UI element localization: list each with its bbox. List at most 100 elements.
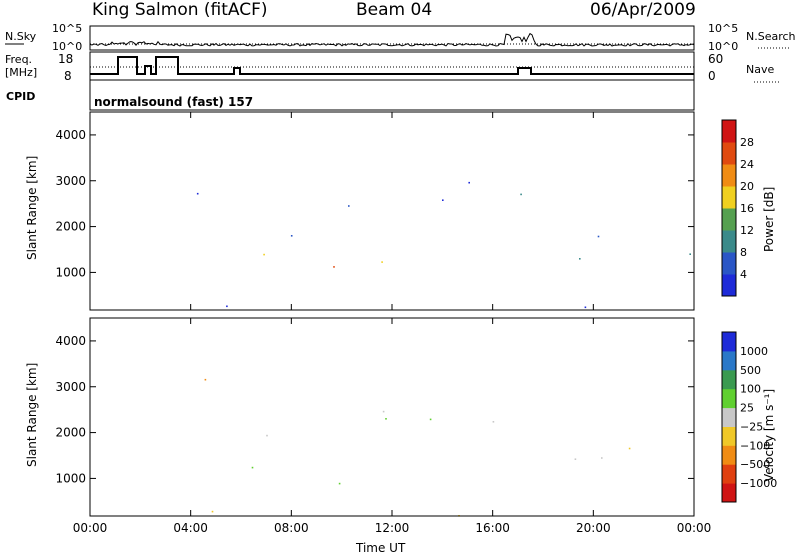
power-colorbar-tick: 12 [740,224,754,237]
velocity-ytick-label: 1000 [55,471,86,485]
freq-tick-top: 18 [58,52,73,66]
velocity-colorbar-tick: 1000 [740,345,768,358]
power-colorbar-label: Power [dB] [762,187,776,252]
power-colorbar-tick: 28 [740,136,754,149]
nave-tick-top: 60 [708,52,723,66]
velocity-ytick-label: 4000 [55,334,86,348]
velocity-xtick-label: 12:00 [375,521,410,535]
cpid-label: CPID [6,90,35,103]
velocity-colorbar-segment [722,369,736,390]
power-cell [381,261,383,263]
cpid-frame [89,79,695,111]
date-title: 06/Apr/2009 [590,0,696,20]
power-colorbar-frame [721,119,737,297]
nsky-strip: N.Sky 10^5 10^0 10^5 10^0 N.Search [5,22,796,53]
velocity-panel: 1000 2000 3000 4000 00:00 04:00 08:00 12:00 16:… [25,317,777,554]
power-colorbar-tick: 4 [740,268,747,281]
velocity-colorbar-tick: −25 [740,420,763,433]
velocity-colorbar-segment [722,426,736,446]
power-colorbar-segment [722,252,736,275]
power-cell [263,253,265,256]
velocity-xtick-label: 08:00 [274,521,309,535]
power-colorbar-segment [722,186,736,209]
time-axis-label: Time UT [355,541,406,554]
power-yticks: 1000 2000 3000 4000 [55,128,694,279]
power-colorbar-segment [722,230,736,253]
velocity-yticks: 1000 2000 3000 4000 [55,334,694,485]
velocity-colorbar-tick: 25 [740,402,754,415]
velocity-colorbar-frame [721,331,737,503]
velocity-colorbar-segment [722,350,736,371]
velocity-xticks: 00:00 04:00 08:00 12:00 16:00 20:00 00:00 [73,318,712,535]
power-cell [442,199,444,201]
velocity-colorbar-tick: −1000 [740,477,777,490]
nsearch-tick-bottom: 10^0 [708,40,738,53]
velocity-cell [266,434,268,437]
freq-unit-label: [MHz] [5,66,37,79]
velocity-cell [429,418,432,421]
velocity-colorbar: 1000 500 100 25 −25 −100 −500 −1000 [721,331,777,503]
nsearch-label: N.Search [746,30,796,43]
velocity-colorbar-tick: −500 [740,458,770,471]
power-panel: 1000 2000 3000 4000 Slant Range [km] 4 8 12 16… [25,111,776,311]
power-ylabel: Slant Range [km] [25,156,39,260]
power-cell [584,306,587,309]
velocity-ylabel: Slant Range [km] [25,363,39,467]
velocity-cell [492,421,495,423]
velocity-plot-bg [90,318,694,516]
power-colorbar-segment [722,208,736,231]
power-plot-bg [90,112,694,310]
power-cell [579,258,581,260]
velocity-cell [251,466,254,469]
velocity-ytick-label: 2000 [55,426,86,440]
station-title: King Salmon (fitACF) [92,0,268,20]
power-ytick-label: 1000 [55,265,86,279]
program-name: normalsound (fast) 157 [94,95,253,109]
power-cell [689,253,691,255]
power-ytick-label: 4000 [55,128,86,142]
freq-trace [90,56,694,75]
velocity-cell [385,418,387,420]
velocity-colorbar-tick: −100 [740,439,770,452]
power-colorbar-segment [722,120,736,143]
velocity-colorbar-tick: 100 [740,383,761,396]
cpid-strip: CPID normalsound (fast) 157 [6,79,695,111]
velocity-cell [574,458,577,460]
power-ytick-label: 2000 [55,220,86,234]
power-cells [196,181,691,309]
freq-tick-bottom: 8 [64,69,72,83]
velocity-colorbar-segment [722,388,736,409]
nave-tick-bottom: 0 [708,69,716,83]
velocity-cell [204,378,207,381]
power-cell [468,181,470,184]
power-colorbar-tick: 24 [740,158,754,171]
velocity-cell [628,447,631,450]
velocity-xtick-label: 16:00 [475,521,510,535]
velocity-xtick-label: 00:00 [73,521,108,535]
power-cell [520,193,522,196]
velocity-cell [338,482,341,485]
nsearch-tick-top: 10^5 [708,22,738,35]
power-colorbar-tick: 20 [740,180,754,193]
nsky-label: N.Sky [5,30,37,43]
freq-frame [89,51,695,81]
nsky-frame [89,25,695,51]
velocity-colorbar-tick: 500 [740,364,761,377]
velocity-xtick-label: 04:00 [173,521,208,535]
power-xticks [89,112,695,310]
velocity-colorbar-segment [722,332,736,352]
velocity-xtick-label: 00:00 [677,521,712,535]
nsky-trace [89,32,695,47]
velocity-colorbar-segment [722,407,736,427]
nsky-tick-top: 10^5 [52,22,82,35]
power-cell [333,266,335,268]
velocity-ytick-label: 3000 [55,380,86,394]
power-cell [226,305,228,308]
freq-strip: Freq. [MHz] 18 8 60 0 Nave [5,51,780,83]
power-cell [290,235,293,237]
power-cell [196,192,199,195]
power-colorbar-tick: 8 [740,246,747,259]
power-cell [597,235,600,238]
power-colorbar-segment [722,164,736,187]
velocity-cell [601,457,603,459]
